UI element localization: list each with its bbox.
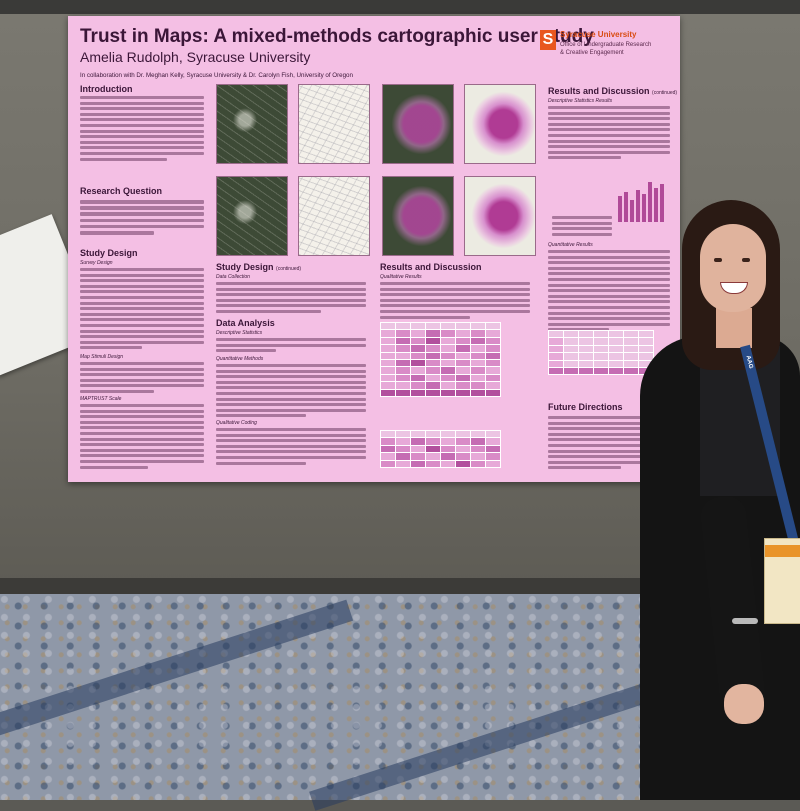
heading-study-design: Study Design — [80, 248, 138, 258]
subheading-quantitative-methods: Quantitative Methods — [216, 356, 264, 362]
poster-title: Trust in Maps: A mixed-methods cartograp… — [80, 26, 594, 47]
university-logo: S Syracuse University Office of Undergra… — [540, 30, 670, 74]
presenter-neck — [716, 308, 752, 348]
subheading-survey-design: Survey Design — [80, 260, 113, 266]
heading-research-question: Research Question — [80, 186, 163, 196]
bar — [660, 184, 664, 222]
map-stimuli-text — [80, 362, 204, 396]
study-design-text — [80, 268, 204, 352]
introduction-text — [80, 96, 204, 163]
continued-tag: (continued) — [652, 90, 678, 96]
map-choropleth-vector — [464, 84, 536, 164]
poster-collaborators: In collaboration with Dr. Meghan Kelly, … — [80, 72, 353, 79]
data-collection-text — [216, 282, 366, 316]
map-satellite — [216, 176, 288, 256]
carpet-band — [0, 599, 354, 751]
descriptive-results-text — [548, 106, 670, 162]
results-table-1 — [380, 321, 501, 397]
quantitative-methods-text — [216, 364, 366, 420]
descriptive-statistics-text — [216, 338, 366, 355]
heading-data-analysis: Data Analysis — [216, 318, 275, 328]
logo-line-1: Syracuse University — [560, 30, 637, 39]
logo-line-2: Office of Undergraduate Research — [560, 42, 652, 48]
research-poster: Trust in Maps: A mixed-methods cartograp… — [68, 16, 680, 482]
map-choropleth-vector — [464, 176, 536, 256]
qualitative-coding-text — [216, 428, 366, 467]
subheading-maptrust-scale: MAPTRUST Scale — [80, 396, 122, 402]
heading-results-discussion-continued: Results and Discussion (continued) — [548, 86, 677, 96]
qualitative-results-text — [380, 282, 530, 321]
poster-author: Amelia Rudolph, Syracuse University — [80, 49, 311, 65]
subheading-descriptive-statistics: Descriptive Statistics — [216, 330, 263, 336]
subheading-qualitative-results: Qualitative Results — [380, 274, 422, 280]
subheading-quantitative-results: Quantitative Results — [548, 242, 593, 248]
future-directions-text — [548, 416, 670, 472]
name-badge — [764, 538, 800, 624]
regression-table — [548, 329, 654, 376]
results-table-2 — [380, 429, 501, 468]
presenter-eye — [714, 258, 722, 262]
bar — [648, 182, 652, 222]
heading-future-directions: Future Directions — [548, 402, 623, 412]
map-satellite — [216, 84, 288, 164]
presenter-hand — [724, 684, 764, 724]
map-vector — [298, 84, 370, 164]
subheading-descriptive-results: Descriptive Statistics Results — [548, 98, 613, 104]
heading-study-design-continued: Study Design (continued) — [216, 262, 301, 272]
bar — [618, 196, 622, 222]
likert-legend-text — [552, 216, 612, 238]
wall-rail — [0, 578, 800, 594]
map-vector — [298, 176, 370, 256]
map-choropleth-satellite — [382, 176, 454, 256]
heading-introduction: Introduction — [80, 84, 133, 94]
lanyard-text: AAG — [744, 354, 754, 370]
badge-band — [765, 545, 800, 557]
bar — [642, 194, 646, 222]
syracuse-s-icon: S — [540, 30, 556, 50]
study-design-continued-label: Study Design — [216, 262, 274, 272]
heading-results-discussion: Results and Discussion — [380, 262, 482, 272]
results-continued-label: Results and Discussion — [548, 86, 650, 96]
presenter-face — [700, 224, 766, 312]
research-question-text — [80, 200, 204, 237]
bar — [654, 188, 658, 222]
subheading-qualitative-coding: Qualitative Coding — [216, 420, 257, 426]
bar — [624, 192, 628, 222]
bracelet — [732, 618, 758, 624]
maptrust-text — [80, 404, 204, 471]
logo-line-3: & Creative Engagement — [560, 50, 624, 56]
average-likert-bar-chart — [616, 176, 668, 222]
quantitative-results-text — [548, 250, 670, 334]
continued-tag: (continued) — [276, 266, 302, 272]
presenter-person: AAG — [640, 196, 800, 800]
subheading-data-collection: Data Collection — [216, 274, 250, 280]
subheading-map-stimuli: Map Stimuli Design — [80, 354, 124, 360]
bar — [630, 200, 634, 222]
presenter-eye — [742, 258, 750, 262]
ceiling — [0, 0, 800, 14]
bar — [636, 190, 640, 222]
map-choropleth-satellite — [382, 84, 454, 164]
